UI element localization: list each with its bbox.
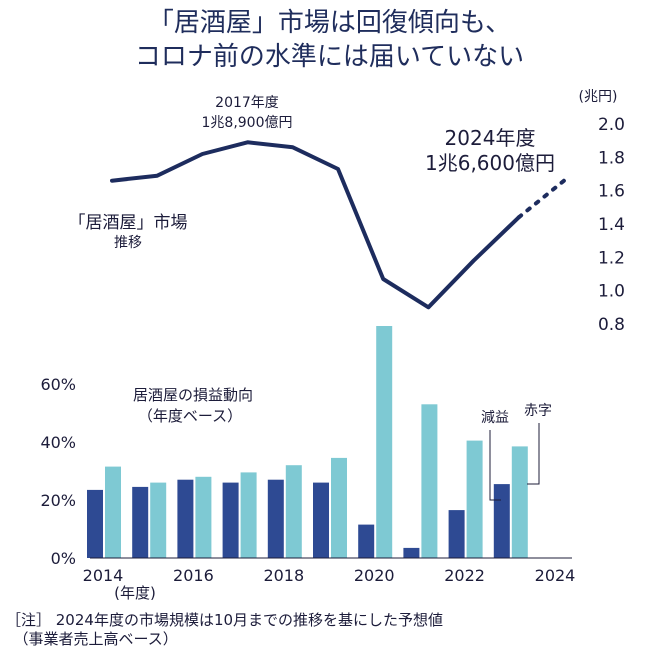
line-y-tick-label: 1.2 <box>598 248 625 268</box>
bar-y-tick-label: 20% <box>40 491 76 510</box>
bar-title-line-1: 居酒屋の損益動向 <box>133 386 253 404</box>
bar-decrease-2017 <box>222 482 239 558</box>
chart-title-line-1: 「居酒屋」市場は回復傾向も、 <box>147 8 512 38</box>
line-y-tick-label: 0.8 <box>598 315 625 335</box>
bar-deficit-2014 <box>105 466 121 558</box>
bar-x-tick-label: 2022 <box>444 566 485 585</box>
bar-x-axis-label: (年度) <box>114 584 156 602</box>
line-y-tick-label: 2.0 <box>598 115 625 135</box>
chart-title-line-2: コロナ前の水準には届いていない <box>134 42 525 72</box>
bar-decrease-2016 <box>177 479 194 558</box>
bar-x-tick-label: 2016 <box>173 566 214 585</box>
footnote-line-2: （事業者売上高ベース） <box>6 630 178 648</box>
line-y-tick-label: 1.4 <box>598 215 625 235</box>
bar-deficit-2016 <box>195 476 212 558</box>
bar-deficit-2015 <box>150 482 167 558</box>
legend-leader-deficit <box>527 423 540 485</box>
bar-deficit-2017 <box>240 472 257 558</box>
annotation-peak-line-1: 2017年度 <box>215 95 279 111</box>
line-series-label-2: 推移 <box>114 235 142 251</box>
bar-deficit-2022 <box>466 440 483 558</box>
annotation-forecast-line-2: 1兆6,600億円 <box>425 151 555 175</box>
bar-decrease-2023 <box>493 484 510 558</box>
line-series-market <box>110 140 521 310</box>
bar-x-tick-label: 2018 <box>263 566 304 585</box>
bar-y-tick-label: 0% <box>51 549 76 568</box>
bar-deficit-2018 <box>285 465 302 558</box>
bar-decrease-2019 <box>313 482 329 558</box>
bar-decrease-2022 <box>448 510 465 558</box>
bar-decrease-2020 <box>358 524 375 558</box>
bar-deficit-2019 <box>331 457 347 558</box>
bar-deficit-2021 <box>421 404 438 558</box>
chart-title: 「居酒屋」市場は回復傾向も、 コロナ前の水準には届いていない <box>0 6 659 74</box>
bar-decrease-2014 <box>87 489 103 558</box>
bar-deficit-2020 <box>376 326 393 558</box>
legend-label-decrease: 減益 <box>481 409 509 426</box>
annotation-forecast-line-1: 2024年度 <box>445 126 536 150</box>
line-unit-label: (兆円) <box>579 89 618 105</box>
bar-deficit-2023 <box>511 446 528 558</box>
legend-label-deficit: 赤字 <box>524 403 552 419</box>
bar-title-line-2: （年度ベース） <box>138 407 242 425</box>
bar-decrease-2021 <box>403 547 420 558</box>
bar-decrease-2018 <box>267 479 284 558</box>
line-y-tick-label: 1.8 <box>598 148 625 168</box>
footnote-line-1: ［注］ 2024年度の市場規模は10月までの推移を基にした予想値 <box>6 611 444 629</box>
line-y-tick-label: 1.6 <box>598 182 625 202</box>
line-series-label-1: 「居酒屋」市場 <box>69 213 188 233</box>
annotation-peak-line-2: 1兆8,900億円 <box>202 115 293 131</box>
line-y-tick-label: 1.0 <box>598 282 625 302</box>
bar-y-tick-label: 40% <box>40 433 76 452</box>
bar-y-tick-label: 60% <box>40 375 76 394</box>
bar-x-tick-label: 2014 <box>83 566 124 585</box>
bar-x-tick-label: 2020 <box>354 566 395 585</box>
legend-leader-decrease <box>489 430 501 501</box>
line-series-forecast <box>516 178 566 220</box>
bar-x-tick-label: 2024 <box>535 566 576 585</box>
footnote: ［注］ 2024年度の市場規模は10月までの推移を基にした予想値 （事業者売上高… <box>6 611 443 649</box>
bar-decrease-2015 <box>132 486 149 558</box>
